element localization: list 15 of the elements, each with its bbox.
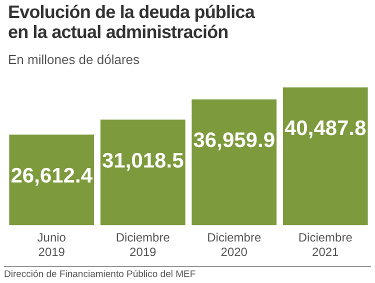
text: Dirección de Financiamiento Público del MEF [4,266,371,280]
bar [9,134,94,226]
data-label: 36,959.9 [193,129,275,152]
x-tick-label: Diciembre 2019 [116,230,170,260]
bar [192,99,277,226]
data-label: 26,612.4 [10,164,93,188]
bar [100,120,186,226]
bar [282,87,368,226]
x-tick-label: Diciembre 2021 [298,230,353,260]
chart-subtitle: En millones de dólares [8,52,140,67]
x-tick-label: Diciembre 2020 [207,230,262,260]
chart-title: Evolución de la deuda pública en la actual administración [8,2,256,42]
data-label: 40,487.8 [284,117,367,140]
data-label: 31,018.5 [102,149,184,172]
x-tick-label: Junio 2019 [37,230,66,260]
